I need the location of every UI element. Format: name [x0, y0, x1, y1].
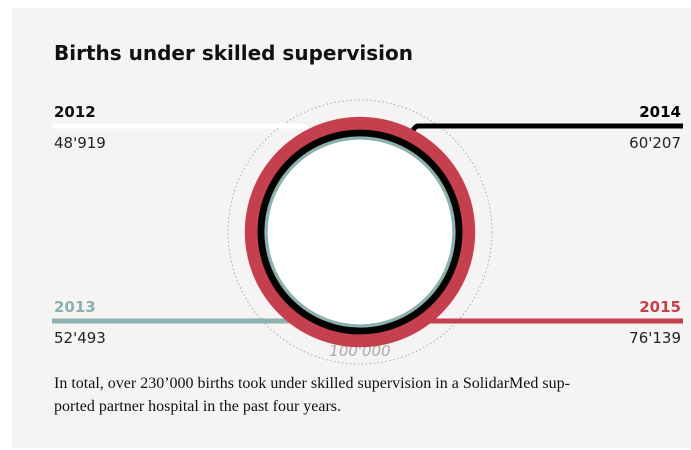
ring [264, 136, 456, 328]
note-line: ported partner hospital in the past four… [54, 398, 341, 415]
value-label: 60'207 [629, 134, 681, 152]
chart-title: Births under skilled supervision [54, 41, 413, 65]
note-line: In total, over 230’000 births took under… [54, 375, 570, 392]
value-label: 48'919 [54, 134, 106, 152]
scale-label: 100'000 [329, 342, 390, 360]
year-label: 2015 [639, 298, 681, 316]
year-label: 2014 [639, 103, 681, 121]
value-label: 52'493 [54, 329, 106, 347]
ring [257, 129, 463, 335]
scale-ring [227, 99, 493, 365]
year-label: 2012 [54, 103, 96, 121]
ring [267, 139, 453, 325]
ring [244, 116, 476, 348]
value-label: 76'139 [629, 329, 681, 347]
year-label: 2013 [54, 298, 96, 316]
